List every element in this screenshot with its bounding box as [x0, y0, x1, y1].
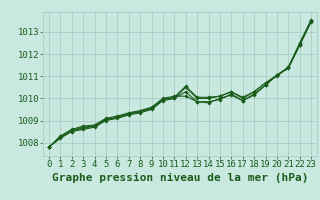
X-axis label: Graphe pression niveau de la mer (hPa): Graphe pression niveau de la mer (hPa) [52, 173, 308, 183]
